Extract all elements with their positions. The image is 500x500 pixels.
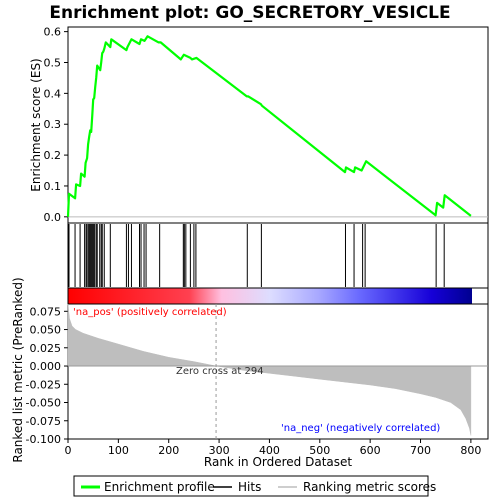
legend-metric-label: Ranking metric scores: [303, 480, 436, 494]
x-tick-label: 800: [460, 444, 481, 457]
metric-y-tick-label: 0.075: [30, 305, 62, 318]
es-y-ticks: 0.0 0.1 0.2 0.3 0.4 0.5 0.6: [44, 26, 68, 224]
x-tick-label: 400: [259, 444, 280, 457]
x-tick-label: 100: [108, 444, 129, 457]
pos-label: 'na_pos' (positively correlated): [73, 307, 227, 318]
x-axis-label: Rank in Ordered Dataset: [204, 455, 352, 469]
neg-label: 'na_neg' (negatively correlated): [281, 423, 440, 434]
es-y-tick-label: 0.5: [44, 56, 62, 69]
es-y-tick-label: 0.2: [44, 149, 62, 162]
es-y-tick-label: 0.4: [44, 87, 62, 100]
x-tick-label: 300: [209, 444, 230, 457]
hits-ticks: [68, 224, 445, 287]
metric-y-tick-label: 0.000: [30, 360, 62, 373]
es-y-tick-label: 0.3: [44, 118, 62, 131]
legend-hits-label: Hits: [238, 480, 261, 494]
x-tick-label: 500: [309, 444, 330, 457]
es-y-tick-label: 0.1: [44, 180, 62, 193]
metric-y-tick-label: -0.075: [26, 415, 61, 428]
es-y-tick-label: 0.6: [44, 26, 62, 39]
es-y-axis-label: Enrichment score (ES): [29, 58, 43, 191]
zero-cross-label: Zero cross at 294: [176, 366, 264, 377]
x-tick-label: 700: [410, 444, 431, 457]
es-panel-frame: [67, 26, 489, 224]
metric-y-axis-label: Ranked list metric (PreRanked): [11, 277, 25, 462]
metric-plot-area: [67, 303, 488, 439]
enrichment-profile-line: [66, 35, 472, 217]
metric-x-ticks: 0 100 200 300 400 500 600 700 800: [65, 439, 481, 457]
es-y-tick-label: 0.0: [44, 211, 62, 224]
metric-y-tick-label: -0.025: [26, 378, 61, 391]
metric-y-tick-label: -0.100: [26, 433, 61, 446]
hits-panel-frame: [67, 222, 489, 289]
es-plot-area: [66, 35, 488, 218]
x-tick-label: 0: [65, 444, 72, 457]
legend-box: [73, 475, 429, 497]
ranking-metric-area: [67, 303, 472, 436]
x-tick-label: 600: [360, 444, 381, 457]
metric-y-tick-label: 0.050: [30, 324, 62, 337]
metric-y-tick-label: -0.050: [26, 397, 61, 410]
rank-color-bar: [68, 288, 472, 304]
metric-y-tick-label: 0.025: [30, 342, 62, 355]
x-tick-label: 200: [158, 444, 179, 457]
legend-profile-label: Enrichment profile: [104, 480, 215, 494]
chart-title: Enrichment plot: GO_SECRETORY_VESICLE: [49, 3, 450, 23]
metric-y-ticks: 0.075 0.050 0.025 0.000 -0.025 -0.050 -0.075 -0…: [26, 305, 68, 446]
